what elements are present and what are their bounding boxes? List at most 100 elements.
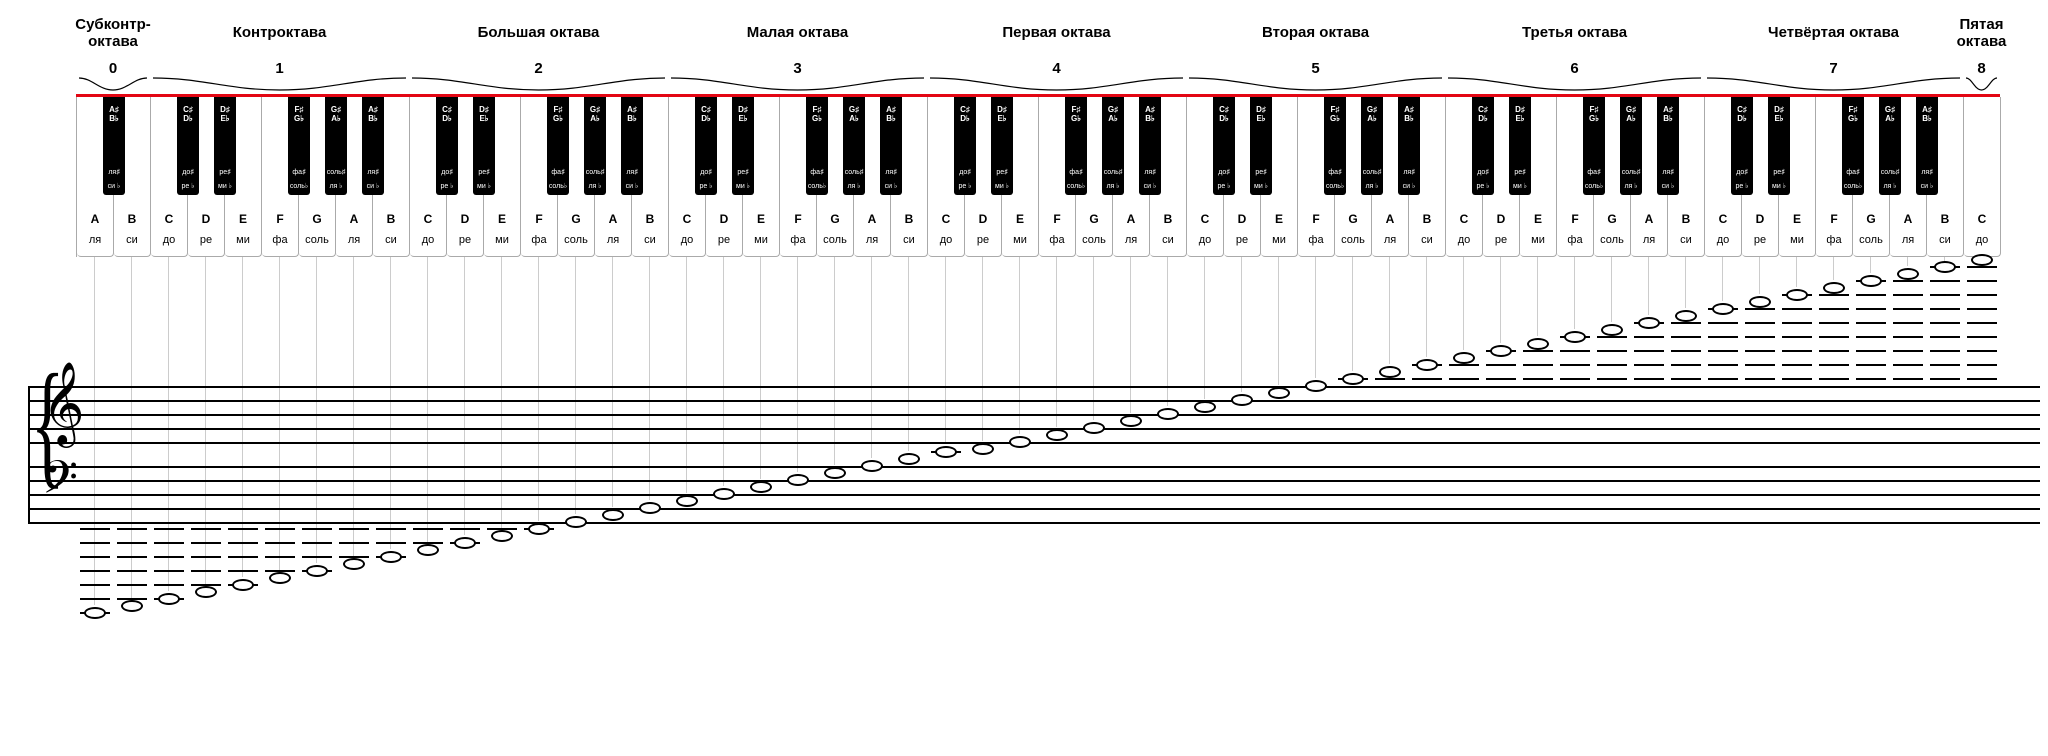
black-key: G♯A♭соль♯ля ♭ [843,97,865,195]
whole-note [1231,394,1253,406]
piano-staff-diagram: { "layout": { "canvas_w": 2048, "canvas_… [0,0,2048,756]
black-key-label: F♯G♭ [806,105,828,123]
white-key-letter: E [484,212,520,226]
white-key-ru: фа [1298,234,1334,246]
guide-line [1056,257,1057,427]
white-key-ru: фа [521,234,557,246]
black-key: F♯G♭фа♯соль♭ [1324,97,1346,195]
ledger-line [1745,350,1775,352]
whole-note [380,551,402,563]
guide-line [1315,257,1316,378]
white-key-ru: соль [1594,234,1630,246]
white-key-letter: B [1150,212,1186,226]
black-key: A♯B♭ля♯си ♭ [362,97,384,195]
black-key-ru-sharp: соль♯ [325,169,347,177]
black-key-ru-sharp: до♯ [1472,169,1494,177]
bass-clef-icon: 𝄢 [42,452,78,517]
ledger-line [1856,378,1886,380]
white-key-letter: G [817,212,853,226]
ledger-line [1708,378,1738,380]
ledger-line [1486,364,1516,366]
ledger-line [1560,364,1590,366]
white-key-ru: ля [1631,234,1667,246]
ledger-line [1893,308,1923,310]
guide-line [908,257,909,451]
white-key-letter: E [1520,212,1556,226]
ledger-line [302,556,332,558]
whole-note [1490,345,1512,357]
black-key-label: C♯D♭ [1472,105,1494,123]
white-key-letter: D [188,212,224,226]
octave-brace [1965,76,1998,94]
black-key-label: A♯B♭ [621,105,643,123]
ledger-line [1782,336,1812,338]
black-key-ru-sharp: соль♯ [1879,169,1901,177]
black-key-label: G♯A♭ [584,105,606,123]
white-key-letter: A [1890,212,1926,226]
ledger-line [1819,294,1849,296]
staff-line [28,494,2040,496]
black-key-ru-sharp: фа♯ [288,169,310,177]
white-key-ru: фа [1557,234,1593,246]
whole-note [491,530,513,542]
white-key-ru: си [373,234,409,246]
black-key-label: G♯A♭ [1102,105,1124,123]
white-key-letter: C [410,212,446,226]
ledger-line [1930,350,1960,352]
guide-line [1130,257,1131,413]
black-key-ru-sharp: фа♯ [1842,169,1864,177]
ledger-line [1856,308,1886,310]
black-key-ru-sharp: ре♯ [214,169,236,177]
octave-label: Первая октава [957,24,1157,41]
staff-line [28,428,2040,430]
white-key-letter: A [1372,212,1408,226]
black-key-label: A♯B♭ [1139,105,1161,123]
white-key-ru: ре [965,234,1001,246]
black-key: D♯E♭ре♯ми ♭ [473,97,495,195]
white-key-ru: ми [225,234,261,246]
guide-line [1833,257,1834,280]
black-key-ru-sharp: фа♯ [547,169,569,177]
white-key-ru: ля [336,234,372,246]
black-key-ru-sharp: ре♯ [732,169,754,177]
ledger-line [154,556,184,558]
black-key-ru-flat: соль♭ [547,183,569,191]
ledger-line [1449,378,1479,380]
white-key-ru: до [1187,234,1223,246]
guide-line [1426,257,1427,357]
whole-note [713,488,735,500]
ledger-line [80,528,110,530]
ledger-line [1782,322,1812,324]
octave-brace [152,76,407,94]
ledger-line [1671,364,1701,366]
whole-note [824,467,846,479]
black-key: C♯D♭до♯ре ♭ [1213,97,1235,195]
octave-label: Большая октава [439,24,639,41]
ledger-line [1819,350,1849,352]
black-key-label: D♯E♭ [1250,105,1272,123]
white-key-letter: B [1668,212,1704,226]
black-key-ru-sharp: ля♯ [1916,169,1938,177]
white-key-letter: F [1298,212,1334,226]
whole-note [1638,317,1660,329]
whole-note [1897,268,1919,280]
white-key-ru: си [1409,234,1445,246]
black-key-label: A♯B♭ [103,105,125,123]
black-key-ru-sharp: фа♯ [806,169,828,177]
black-key: A♯B♭ля♯си ♭ [1139,97,1161,195]
white-key-letter: E [1261,212,1297,226]
whole-note [195,586,217,598]
black-key-label: D♯E♭ [1768,105,1790,123]
white-key-letter: C [1705,212,1741,226]
whole-note [417,544,439,556]
octave-number: 5 [1296,60,1336,77]
white-key-ru: си [1150,234,1186,246]
white-key-ru: соль [817,234,853,246]
octave-number: 1 [260,60,300,77]
guide-line [945,257,946,444]
black-key-label: F♯G♭ [1842,105,1864,123]
guide-line [1574,257,1575,329]
ledger-line [1745,308,1775,310]
guide-line [1019,257,1020,434]
whole-note [1083,422,1105,434]
